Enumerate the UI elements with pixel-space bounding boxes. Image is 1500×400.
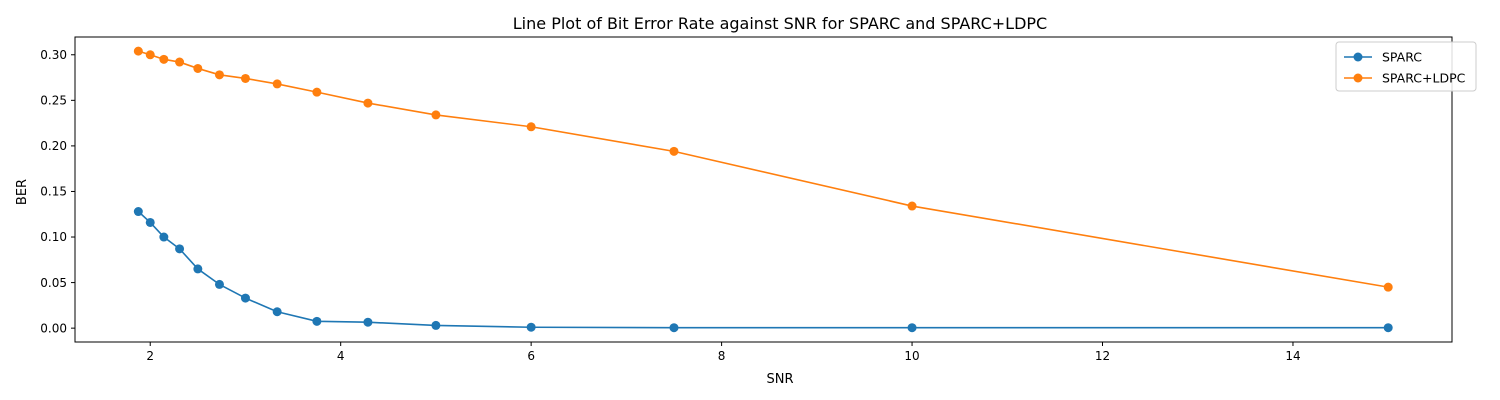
series-sparc-ldpc bbox=[133, 46, 1393, 292]
legend-label-sparc-ldpc: SPARC+LDPC bbox=[1382, 71, 1466, 86]
data-point-sparc-ldpc bbox=[669, 146, 679, 156]
data-point-sparc bbox=[145, 217, 155, 227]
data-point-sparc bbox=[240, 293, 250, 303]
chart-title: Line Plot of Bit Error Rate against SNR … bbox=[513, 14, 1047, 33]
plot-area-frame bbox=[74, 36, 1453, 343]
data-point-sparc-ldpc bbox=[214, 70, 224, 80]
data-point-sparc bbox=[1383, 323, 1393, 333]
data-point-sparc bbox=[272, 307, 282, 317]
legend-swatch-marker-sparc bbox=[1353, 52, 1363, 62]
data-point-sparc-ldpc bbox=[526, 122, 536, 132]
data-point-sparc bbox=[526, 322, 536, 332]
data-point-sparc bbox=[133, 207, 143, 217]
y-tick-label: 0.05 bbox=[40, 276, 67, 290]
data-point-sparc bbox=[431, 320, 441, 330]
x-tick-label: 4 bbox=[337, 349, 345, 363]
x-axis-label: SNR bbox=[766, 372, 793, 387]
legend-swatch-marker-sparc-ldpc bbox=[1353, 73, 1363, 83]
data-point-sparc bbox=[214, 279, 224, 289]
data-point-sparc bbox=[669, 323, 679, 333]
data-point-sparc-ldpc bbox=[145, 50, 155, 60]
data-point-sparc-ldpc bbox=[431, 110, 441, 120]
data-point-sparc-ldpc bbox=[272, 79, 282, 89]
y-tick-label: 0.25 bbox=[40, 94, 67, 108]
y-tick-label: 0.15 bbox=[40, 185, 67, 199]
data-point-sparc-ldpc bbox=[907, 201, 917, 211]
data-point-sparc-ldpc bbox=[133, 46, 143, 56]
data-point-sparc bbox=[363, 317, 373, 327]
data-point-sparc-ldpc bbox=[193, 63, 203, 73]
data-point-sparc-ldpc bbox=[159, 54, 169, 64]
x-tick-label: 14 bbox=[1285, 349, 1300, 363]
y-axis-label: BER bbox=[15, 179, 30, 205]
y-tick-label: 0.10 bbox=[40, 230, 67, 244]
x-tick-label: 2 bbox=[146, 349, 154, 363]
data-point-sparc-ldpc bbox=[1383, 282, 1393, 292]
x-tick-label: 6 bbox=[527, 349, 535, 363]
x-tick-label: 10 bbox=[904, 349, 919, 363]
y-tick-label: 0.30 bbox=[40, 48, 67, 62]
y-axis-ticks: 0.00 0.05 0.10 0.15 0.20 0.25 0.30 bbox=[40, 48, 75, 335]
data-point-sparc-ldpc bbox=[312, 87, 322, 97]
x-axis-ticks: 2 4 6 8 10 12 14 bbox=[146, 342, 1301, 363]
data-point-sparc bbox=[175, 244, 185, 254]
series-sparc bbox=[133, 207, 1393, 333]
y-tick-label: 0.20 bbox=[40, 139, 67, 153]
data-point-sparc bbox=[312, 316, 322, 326]
data-point-sparc bbox=[159, 232, 169, 242]
legend: SPARC SPARC+LDPC bbox=[1335, 41, 1477, 92]
data-point-sparc bbox=[907, 323, 917, 333]
x-tick-label: 8 bbox=[718, 349, 726, 363]
data-point-sparc-ldpc bbox=[363, 98, 373, 108]
series-layer bbox=[133, 46, 1393, 333]
data-point-sparc-ldpc bbox=[175, 57, 185, 67]
data-point-sparc bbox=[193, 264, 203, 274]
data-point-sparc-ldpc bbox=[240, 73, 250, 83]
legend-label-sparc: SPARC bbox=[1382, 50, 1422, 65]
y-tick-label: 0.00 bbox=[40, 321, 67, 335]
x-tick-label: 12 bbox=[1095, 349, 1110, 363]
